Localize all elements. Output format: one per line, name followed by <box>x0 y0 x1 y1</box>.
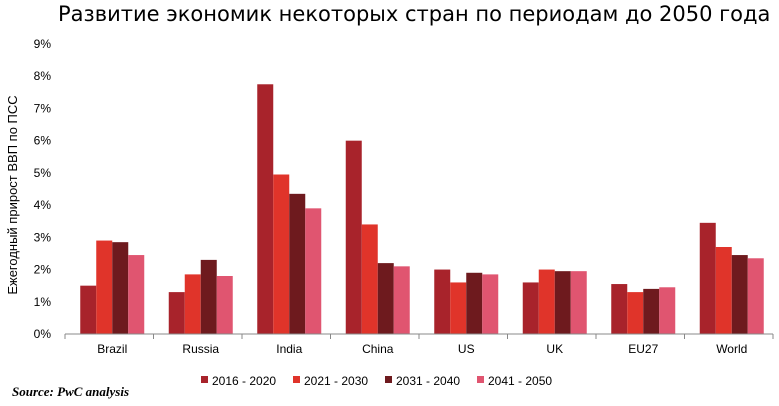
chart-title: Развитие экономик некоторых стран по пер… <box>58 2 771 26</box>
x-tick-label: Brazil <box>97 342 127 356</box>
bar-us-3 <box>482 274 499 334</box>
bar-uk-2 <box>554 271 571 334</box>
bar-eu27-0 <box>611 284 628 334</box>
y-tick-label: 9% <box>34 37 52 51</box>
legend-label: 2041 - 2050 <box>488 374 552 388</box>
y-tick-label: 2% <box>34 263 52 277</box>
bar-china-1 <box>361 224 378 334</box>
y-tick-label: 0% <box>34 327 52 341</box>
bar-uk-0 <box>522 282 539 334</box>
x-axis-ticks: Brazil Russia India China US UK EU27 World <box>64 334 774 356</box>
legend-label: 2021 - 2030 <box>304 374 368 388</box>
x-tick-label: US <box>458 342 475 356</box>
x-tick-label: EU27 <box>628 342 658 356</box>
legend-label: 2016 - 2020 <box>212 374 276 388</box>
bar-eu27-3 <box>659 287 676 334</box>
y-tick-label: 8% <box>34 69 52 83</box>
y-axis-label: Ежегодный прирост ВВП по ПСС <box>5 95 20 294</box>
y-tick-label: 6% <box>34 134 52 148</box>
bar-brazil-0 <box>80 285 97 334</box>
bar-world-2 <box>731 255 748 334</box>
bar-china-2 <box>377 263 394 334</box>
bar-russia-3 <box>216 276 233 334</box>
bar-india-2 <box>289 193 306 334</box>
bar-brazil-1 <box>96 240 113 334</box>
bar-eu27-1 <box>627 292 644 334</box>
bar-brazil-3 <box>128 255 145 334</box>
bars-group <box>80 84 764 335</box>
y-tick-label: 3% <box>34 230 52 244</box>
y-tick-label: 4% <box>34 198 52 212</box>
bar-world-3 <box>747 258 764 334</box>
x-tick-label: India <box>276 342 302 356</box>
bar-world-1 <box>715 247 732 334</box>
bar-india-3 <box>305 208 322 334</box>
bar-russia-2 <box>200 259 217 334</box>
legend-swatch <box>477 376 484 383</box>
bar-us-0 <box>434 269 451 334</box>
bar-brazil-2 <box>112 242 129 334</box>
bar-china-0 <box>345 140 362 334</box>
y-tick-label: 5% <box>34 166 52 180</box>
x-tick-label: Russia <box>182 342 219 356</box>
bar-us-1 <box>450 282 467 334</box>
bar-russia-1 <box>184 274 201 334</box>
bar-india-0 <box>257 84 274 335</box>
bar-india-1 <box>273 174 290 334</box>
bar-china-3 <box>393 266 410 334</box>
legend-swatch <box>385 376 392 383</box>
bar-us-2 <box>466 272 483 334</box>
legend-swatch <box>201 376 208 383</box>
y-axis-ticks: 0% 1% 2% 3% 4% 5% 6% 7% 8% 9% <box>34 37 52 341</box>
source-note: Source: PwC analysis <box>12 384 130 399</box>
legend-swatch <box>293 376 300 383</box>
legend: 2016 - 2020 2021 - 2030 2031 - 2040 2041 - … <box>201 374 552 388</box>
legend-label: 2031 - 2040 <box>396 374 460 388</box>
x-tick-label: China <box>362 342 394 356</box>
bar-eu27-2 <box>643 288 660 334</box>
bar-uk-3 <box>570 271 587 334</box>
y-tick-label: 7% <box>34 101 52 115</box>
y-tick-label: 1% <box>34 295 52 309</box>
bar-russia-0 <box>168 292 185 334</box>
bar-uk-1 <box>538 269 555 334</box>
x-tick-label: UK <box>546 342 563 356</box>
bar-world-0 <box>699 222 716 334</box>
x-tick-label: World <box>716 342 747 356</box>
